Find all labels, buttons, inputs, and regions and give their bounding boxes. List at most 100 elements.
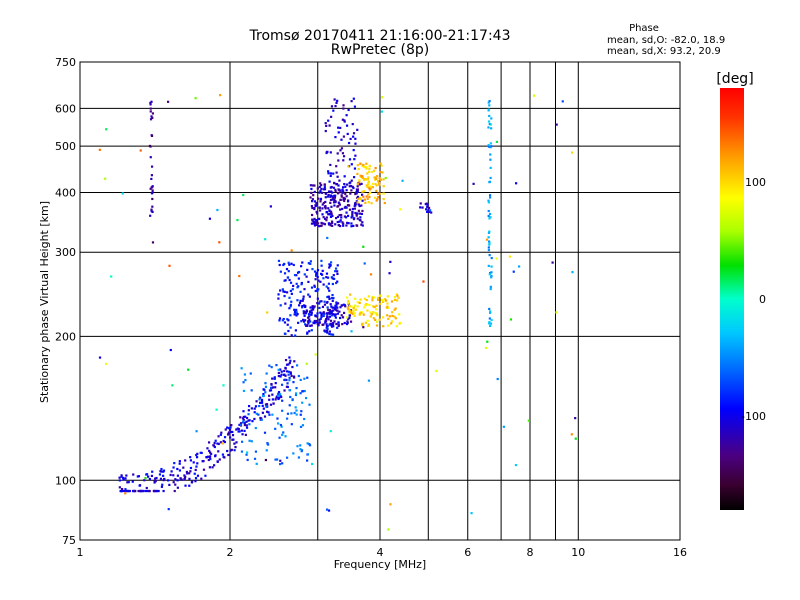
data-point [320, 312, 323, 315]
y-tick-label: 600 [55, 102, 76, 115]
data-point [232, 438, 235, 441]
data-point [376, 298, 380, 301]
data-point [371, 296, 374, 300]
data-point [355, 192, 358, 195]
data-point [269, 205, 272, 208]
data-point [430, 211, 433, 214]
data-point [280, 373, 283, 376]
data-point [325, 285, 328, 288]
data-point [373, 305, 376, 309]
data-point [354, 308, 357, 311]
data-point [340, 213, 343, 217]
data-point [345, 124, 349, 127]
data-point [358, 313, 361, 316]
data-point [347, 141, 351, 145]
data-point [341, 188, 344, 191]
data-point [394, 307, 397, 310]
data-point [127, 481, 130, 484]
data-point [216, 460, 219, 463]
data-point [331, 198, 334, 201]
data-point [359, 311, 363, 315]
data-point [359, 219, 362, 222]
data-point [395, 299, 399, 302]
data-point [337, 201, 340, 204]
data-point [242, 410, 245, 413]
data-point [487, 209, 490, 213]
data-point [305, 309, 308, 312]
data-point [295, 386, 298, 390]
data-point [219, 441, 222, 444]
data-point [330, 325, 334, 328]
data-point [336, 312, 340, 315]
data-point [375, 312, 379, 316]
data-point [250, 407, 253, 410]
data-point [124, 492, 127, 495]
data-point [337, 324, 340, 327]
data-point [359, 174, 362, 177]
data-point [168, 264, 171, 267]
data-point [470, 512, 473, 515]
data-point [317, 279, 320, 282]
data-point [387, 306, 390, 310]
data-point [310, 187, 313, 191]
data-point [239, 423, 242, 426]
data-point [292, 284, 295, 288]
data-point [277, 374, 280, 378]
data-point [309, 184, 312, 187]
data-point [334, 316, 337, 319]
y-axis: 75 100 200 300 400 500 600 750 [55, 56, 76, 547]
data-point [124, 477, 127, 480]
data-point [265, 410, 269, 413]
data-point [195, 456, 199, 459]
data-point [370, 170, 373, 174]
data-point [329, 215, 333, 218]
data-point [391, 320, 394, 323]
data-point [347, 199, 350, 202]
data-point [330, 310, 333, 313]
data-point [322, 188, 325, 191]
data-point [339, 198, 342, 202]
data-point [334, 104, 337, 108]
data-point [309, 196, 312, 199]
data-point [124, 489, 128, 493]
data-point [517, 265, 521, 268]
data-point [341, 316, 345, 319]
data-point [371, 186, 374, 189]
data-point [318, 318, 321, 321]
data-point [356, 197, 360, 201]
data-point [201, 460, 204, 463]
data-point [490, 265, 493, 268]
data-point [368, 188, 371, 191]
data-point [242, 381, 245, 384]
data-point [153, 489, 157, 493]
data-point [487, 214, 490, 218]
data-point [137, 489, 140, 493]
data-point [359, 198, 362, 201]
data-point [325, 150, 328, 154]
data-point [298, 304, 301, 307]
data-point [285, 456, 289, 459]
data-point [343, 215, 346, 218]
data-point [365, 298, 368, 302]
data-point [361, 193, 364, 196]
data-point [221, 442, 224, 445]
data-point [350, 311, 353, 315]
data-point [170, 470, 173, 473]
data-point [399, 208, 402, 211]
data-point [346, 321, 349, 324]
data-point [300, 283, 303, 286]
data-point [315, 219, 318, 223]
data-point [340, 194, 343, 197]
data-point [341, 207, 344, 211]
data-point [327, 282, 331, 285]
data-point [330, 205, 333, 208]
data-point [366, 319, 369, 322]
data-point [427, 206, 431, 209]
data-point [275, 396, 278, 399]
data-point [190, 481, 193, 484]
data-point [490, 274, 493, 278]
data-point [297, 374, 300, 378]
data-point [143, 479, 146, 482]
data-point [323, 223, 327, 226]
